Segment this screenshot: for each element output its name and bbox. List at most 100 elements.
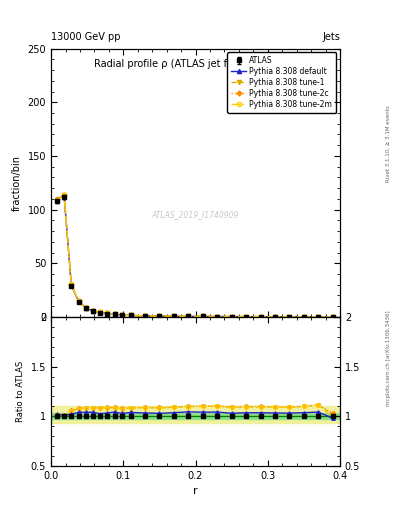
Pythia 8.308 default	[83, 305, 88, 311]
Pythia 8.308 tune-2m	[62, 192, 66, 198]
Pythia 8.308 tune-1	[331, 314, 335, 320]
Pythia 8.308 tune-2c	[143, 313, 147, 319]
Pythia 8.308 default	[69, 282, 73, 288]
Pythia 8.308 tune-2m	[316, 314, 321, 320]
Pythia 8.308 default	[316, 314, 321, 320]
Pythia 8.308 default	[119, 312, 124, 318]
Pythia 8.308 tune-1	[98, 309, 103, 315]
Pythia 8.308 tune-2c	[69, 282, 73, 288]
Pythia 8.308 default	[171, 313, 176, 319]
Text: Radial profile ρ (ATLAS jet fragmentation): Radial profile ρ (ATLAS jet fragmentatio…	[94, 59, 297, 69]
Pythia 8.308 tune-2m	[105, 310, 110, 316]
Pythia 8.308 tune-2m	[258, 313, 263, 319]
Pythia 8.308 tune-2c	[301, 314, 306, 320]
Pythia 8.308 tune-2c	[119, 312, 124, 318]
Pythia 8.308 tune-1	[69, 282, 73, 288]
Pythia 8.308 tune-1	[171, 313, 176, 319]
Text: 13000 GeV pp: 13000 GeV pp	[51, 32, 121, 42]
Pythia 8.308 default	[143, 313, 147, 319]
Pythia 8.308 tune-2m	[273, 314, 277, 320]
Pythia 8.308 tune-1	[83, 305, 88, 311]
Pythia 8.308 tune-2m	[287, 314, 292, 320]
Pythia 8.308 tune-1	[157, 313, 162, 319]
Pythia 8.308 tune-2c	[273, 314, 277, 320]
Pythia 8.308 tune-2c	[98, 309, 103, 315]
Pythia 8.308 default	[244, 313, 248, 319]
Pythia 8.308 tune-2c	[258, 313, 263, 319]
Pythia 8.308 tune-1	[62, 192, 66, 198]
Pythia 8.308 tune-2m	[331, 314, 335, 320]
Pythia 8.308 tune-2m	[171, 313, 176, 319]
X-axis label: r: r	[193, 486, 198, 496]
Pythia 8.308 tune-1	[105, 310, 110, 316]
Pythia 8.308 tune-1	[55, 197, 59, 203]
Pythia 8.308 tune-2c	[62, 192, 66, 198]
Pythia 8.308 tune-1	[229, 313, 234, 319]
Pythia 8.308 tune-2c	[331, 314, 335, 320]
Pythia 8.308 tune-2m	[215, 313, 220, 319]
Line: Pythia 8.308 tune-1: Pythia 8.308 tune-1	[55, 193, 335, 319]
Pythia 8.308 tune-1	[215, 313, 220, 319]
Bar	[51, 413, 340, 419]
Pythia 8.308 tune-2c	[105, 310, 110, 316]
Pythia 8.308 default	[105, 310, 110, 316]
Pythia 8.308 tune-2c	[244, 313, 248, 319]
Pythia 8.308 tune-2c	[128, 312, 133, 318]
Pythia 8.308 tune-2m	[76, 298, 81, 304]
Line: Pythia 8.308 tune-2c: Pythia 8.308 tune-2c	[55, 194, 334, 318]
Pythia 8.308 default	[76, 298, 81, 305]
Pythia 8.308 default	[215, 313, 220, 319]
Text: Rivet 3.1.10, ≥ 3.1M events: Rivet 3.1.10, ≥ 3.1M events	[386, 105, 391, 182]
Pythia 8.308 tune-2m	[69, 282, 73, 288]
Pythia 8.308 tune-2c	[171, 313, 176, 319]
Pythia 8.308 tune-2m	[157, 313, 162, 319]
Pythia 8.308 tune-2m	[55, 197, 59, 203]
Pythia 8.308 tune-2c	[215, 313, 220, 319]
Pythia 8.308 tune-2m	[83, 305, 88, 311]
Pythia 8.308 tune-1	[76, 298, 81, 304]
Line: Pythia 8.308 tune-2m: Pythia 8.308 tune-2m	[55, 193, 335, 319]
Text: Jets: Jets	[322, 32, 340, 42]
Pythia 8.308 tune-2c	[229, 313, 234, 319]
Text: mcplots.cern.ch [arXiv:1306.3436]: mcplots.cern.ch [arXiv:1306.3436]	[386, 311, 391, 406]
Pythia 8.308 tune-2c	[55, 196, 59, 202]
Bar	[51, 407, 340, 423]
Pythia 8.308 default	[273, 314, 277, 320]
Pythia 8.308 default	[112, 311, 117, 317]
Pythia 8.308 tune-2c	[287, 314, 292, 320]
Pythia 8.308 tune-1	[112, 311, 117, 317]
Pythia 8.308 tune-1	[91, 308, 95, 314]
Pythia 8.308 tune-2m	[186, 313, 191, 319]
Pythia 8.308 tune-1	[186, 313, 191, 319]
Pythia 8.308 tune-1	[128, 312, 133, 318]
Pythia 8.308 tune-2m	[91, 308, 95, 314]
Pythia 8.308 default	[128, 312, 133, 318]
Pythia 8.308 default	[91, 308, 95, 314]
Pythia 8.308 default	[62, 193, 66, 199]
Pythia 8.308 tune-2c	[200, 313, 205, 319]
Pythia 8.308 tune-1	[287, 314, 292, 320]
Pythia 8.308 tune-1	[200, 313, 205, 319]
Pythia 8.308 tune-2c	[112, 311, 117, 317]
Pythia 8.308 default	[55, 196, 59, 202]
Pythia 8.308 default	[229, 313, 234, 319]
Pythia 8.308 default	[157, 313, 162, 319]
Y-axis label: fraction/bin: fraction/bin	[12, 155, 22, 211]
Text: ATLAS_2019_I1740909: ATLAS_2019_I1740909	[152, 210, 239, 220]
Legend: ATLAS, Pythia 8.308 default, Pythia 8.308 tune-1, Pythia 8.308 tune-2c, Pythia 8: ATLAS, Pythia 8.308 default, Pythia 8.30…	[227, 52, 336, 113]
Pythia 8.308 tune-1	[143, 313, 147, 319]
Y-axis label: Ratio to ATLAS: Ratio to ATLAS	[16, 361, 25, 422]
Pythia 8.308 tune-2m	[200, 313, 205, 319]
Pythia 8.308 tune-1	[273, 314, 277, 320]
Pythia 8.308 default	[98, 309, 103, 315]
Pythia 8.308 tune-2m	[128, 312, 133, 318]
Line: Pythia 8.308 default: Pythia 8.308 default	[55, 194, 335, 319]
Pythia 8.308 tune-1	[119, 312, 124, 318]
Pythia 8.308 tune-2m	[301, 314, 306, 320]
Pythia 8.308 default	[200, 313, 205, 319]
Pythia 8.308 default	[287, 314, 292, 320]
Pythia 8.308 default	[331, 314, 335, 320]
Pythia 8.308 tune-2c	[186, 313, 191, 319]
Pythia 8.308 default	[301, 314, 306, 320]
Pythia 8.308 tune-2m	[244, 313, 248, 319]
